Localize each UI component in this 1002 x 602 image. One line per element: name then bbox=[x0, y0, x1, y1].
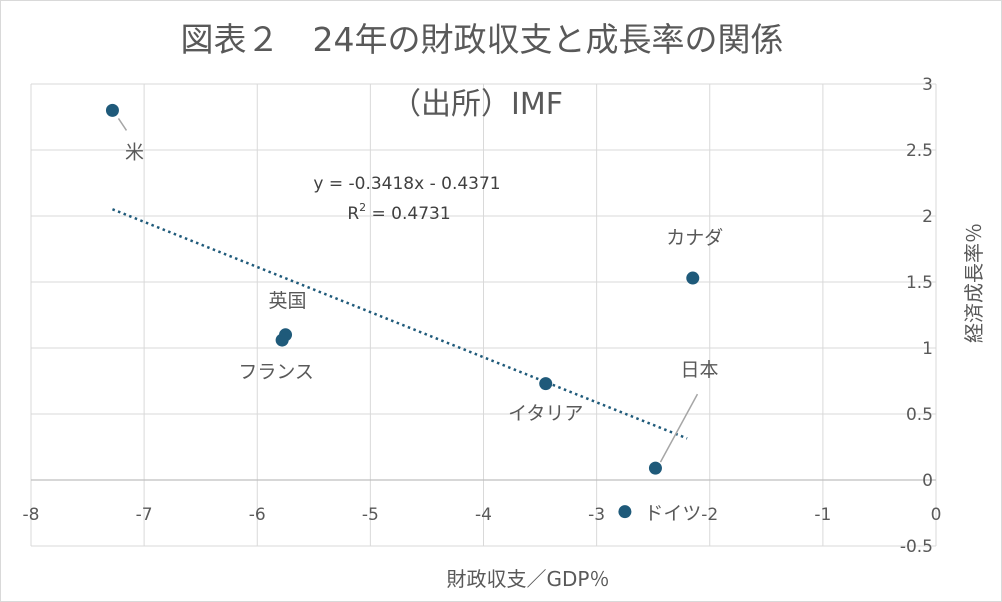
x-tick-label: -1 bbox=[814, 505, 831, 525]
leader-line-japan bbox=[659, 393, 699, 463]
data-point bbox=[539, 377, 553, 391]
point-label: 米 bbox=[125, 141, 144, 163]
y-tick-label: 0.5 bbox=[906, 405, 933, 425]
trendline-r-squared: R2 = 0.4731 bbox=[347, 201, 450, 224]
data-point bbox=[686, 271, 700, 285]
y-axis-title: 経済成長率％ bbox=[962, 223, 986, 343]
y-tick-label: 2 bbox=[922, 207, 933, 227]
x-tick-label: -2 bbox=[701, 505, 718, 525]
r2-value: = 0.4731 bbox=[366, 204, 451, 224]
y-tick-label: 1.5 bbox=[906, 273, 933, 293]
point-label: フランス bbox=[238, 361, 314, 383]
x-tick-label: -5 bbox=[362, 505, 379, 525]
y-tick-label: 0 bbox=[922, 471, 933, 491]
y-tick-label: 2.5 bbox=[906, 141, 933, 161]
data-point bbox=[618, 505, 632, 519]
point-label: ドイツ bbox=[644, 503, 701, 525]
data-point bbox=[275, 333, 289, 347]
y-tick-labels: -0.5 0 0.5 1 1.5 2 2.5 3 bbox=[900, 75, 933, 557]
leader-lines bbox=[117, 117, 699, 463]
point-label: 英国 bbox=[269, 290, 307, 312]
leader-line-us bbox=[117, 117, 128, 131]
x-axis-title: 財政収支／GDP％ bbox=[447, 567, 610, 591]
trendline-equation: y = -0.3418x - 0.4371 bbox=[313, 174, 500, 194]
y-tick-label: 1 bbox=[922, 339, 933, 359]
point-label: カナダ bbox=[666, 227, 723, 249]
y-tick-label: -0.5 bbox=[900, 537, 933, 557]
x-tick-label: 0 bbox=[931, 505, 942, 525]
x-tick-label: -7 bbox=[136, 505, 153, 525]
point-label: 日本 bbox=[680, 359, 718, 381]
data-point bbox=[648, 461, 662, 475]
x-tick-label: -8 bbox=[23, 505, 40, 525]
x-tick-label: -3 bbox=[588, 505, 605, 525]
x-tick-labels: -8 -7 -6 -5 -4 -3 -2 -1 0 bbox=[23, 505, 942, 525]
trendline bbox=[111, 208, 688, 440]
chart-title: 図表２ 24年の財政収支と成長率の関係 bbox=[181, 20, 784, 59]
r2-exponent: 2 bbox=[359, 201, 366, 214]
r2-prefix: R bbox=[347, 204, 359, 224]
trendline-group bbox=[111, 208, 688, 440]
chart-subtitle: （出所）IMF bbox=[391, 87, 563, 122]
x-tick-label: -4 bbox=[475, 505, 492, 525]
gridlines bbox=[30, 83, 937, 547]
point-label: イタリア bbox=[508, 403, 583, 425]
y-tick-label: 3 bbox=[922, 75, 933, 95]
data-points bbox=[105, 103, 700, 519]
x-tick-label: -6 bbox=[249, 505, 266, 525]
data-point bbox=[105, 103, 119, 117]
